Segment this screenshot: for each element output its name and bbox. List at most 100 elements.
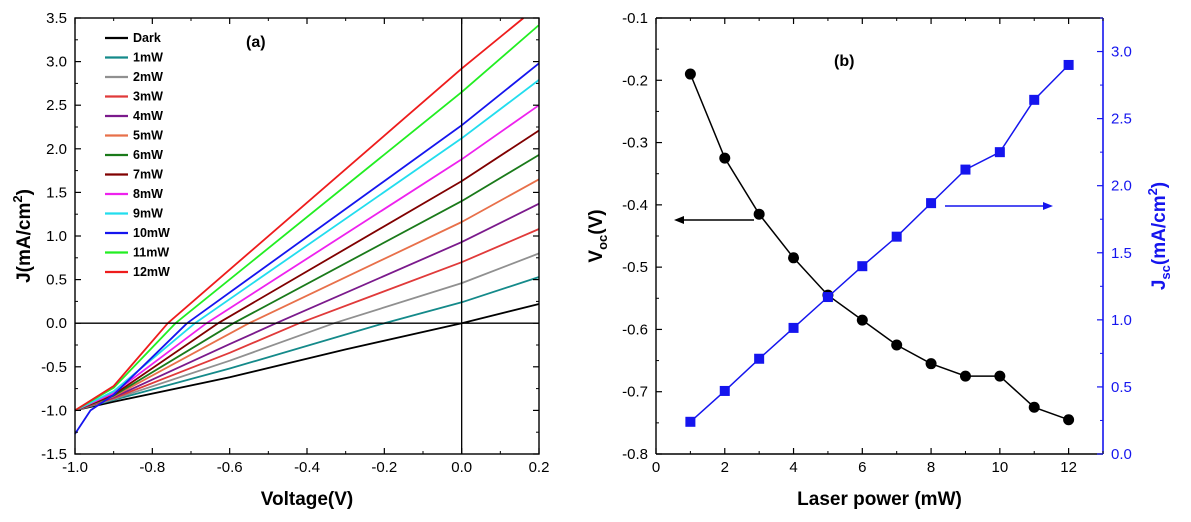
chart-b-lines	[689, 64, 1070, 423]
voc-point	[925, 358, 937, 370]
left-y-tick-label: -0.5	[622, 259, 648, 276]
chart-b-right-label-mid: (mA/cm	[1149, 195, 1170, 265]
right-y-tick-label: 2.5	[1111, 111, 1132, 128]
x-tick-label: 8	[927, 459, 935, 476]
voc-line	[689, 73, 1069, 421]
legend-label: 12mW	[133, 265, 170, 279]
left-y-tick-label: -0.2	[622, 72, 648, 89]
jsc-point	[926, 198, 937, 209]
x-tick-label: -0.6	[217, 459, 243, 476]
chart-b-ticks: 0 2 4 6 8 10 12 -0.8 -0.7 -0.6 -0.5 -0.4 -0.3 -0.2 -0.…	[622, 10, 1132, 476]
x-tick-label: 10	[992, 459, 1009, 476]
voc-point	[753, 208, 765, 220]
left-y-tick-label: -0.8	[622, 446, 648, 463]
x-tick-label: 4	[789, 459, 797, 476]
x-tick-label: 0.2	[529, 459, 550, 476]
jsc-point	[685, 416, 696, 427]
legend-label: Dark	[133, 31, 161, 45]
y-tick-label: 1.0	[46, 228, 67, 245]
y-tick-label: 1.5	[46, 184, 67, 201]
legend-label: 7mW	[133, 168, 163, 182]
chart-b-arrows	[674, 202, 1053, 224]
chart-b-left-y-axis-label: Voc(V)	[586, 209, 610, 262]
x-tick-label: 0	[652, 459, 660, 476]
legend-label: 6mW	[133, 148, 163, 162]
voc-point	[1063, 414, 1075, 426]
chart-b-x-axis-label: Laser power (mW)	[797, 489, 962, 510]
arrow-head-right	[1043, 202, 1053, 210]
voc-point	[788, 252, 800, 264]
y-tick-label: 2.5	[46, 97, 67, 114]
chart-b-right-y-axis-label: Jsc(mA/cm2)	[1145, 182, 1173, 290]
voc-point	[856, 314, 868, 326]
right-y-tick-label: 1.0	[1111, 312, 1132, 329]
x-tick-label: 6	[858, 459, 866, 476]
right-y-tick-label: 2.0	[1111, 178, 1132, 195]
arrow-head-left	[674, 216, 684, 224]
chart-b-left-label-sub: oc	[595, 235, 610, 250]
legend-label: 8mW	[133, 187, 163, 201]
left-y-tick-label: -0.1	[622, 10, 648, 27]
chart-b-left-label-tail: (V)	[586, 209, 607, 234]
series-line-1mw	[74, 276, 540, 412]
chart-b-right-label-sup: 2	[1145, 188, 1160, 195]
y-tick-label: 3.0	[46, 54, 67, 71]
y-tick-label: -0.5	[41, 359, 67, 376]
chart-a-legend: Dark 1mW 2mW 3mW 4mW 5mW 6mW 7mW 8mW 9mW 10mW 11mW 1…	[105, 31, 170, 279]
chart-b-left-label-main: V	[586, 250, 607, 263]
series-line-dark	[74, 303, 540, 412]
voc-point	[719, 152, 731, 164]
jsc-point	[788, 322, 799, 333]
jsc-point	[822, 292, 833, 303]
right-y-tick-label: 0.0	[1111, 446, 1132, 463]
chart-a-y-label-main: J(mA/cm	[14, 203, 35, 283]
chart-a-panel-label: (a)	[246, 34, 266, 51]
left-y-tick-label: -0.7	[622, 384, 648, 401]
x-tick-label: 12	[1060, 459, 1077, 476]
right-y-tick-label: 3.0	[1111, 44, 1132, 61]
jsc-point	[994, 147, 1005, 158]
voc-point	[959, 370, 971, 382]
legend-label: 4mW	[133, 109, 163, 123]
x-tick-label: -0.4	[294, 459, 320, 476]
y-tick-label: -1.5	[41, 446, 67, 463]
chart-b-panel-label: (b)	[834, 53, 854, 70]
jsc-point	[719, 385, 730, 396]
chart-b-markers	[684, 59, 1075, 427]
series-line-10mw	[74, 62, 540, 435]
legend-label: 9mW	[133, 207, 163, 221]
jsc-point	[960, 164, 971, 175]
chart-a-ticks: -1.0 -0.8 -0.6 -0.4 -0.2 0.0 0.2-1.5-1.0-0.50.…	[41, 10, 549, 476]
right-y-tick-label: 1.5	[1111, 245, 1132, 262]
chart-b-right-label-tail: )	[1149, 182, 1170, 188]
jsc-line	[689, 64, 1070, 423]
chart-b: 0 2 4 6 8 10 12 -0.8 -0.7 -0.6 -0.5 -0.4 -0.3 -0.2 -0.…	[586, 10, 1173, 510]
chart-a: -1.0 -0.8 -0.6 -0.4 -0.2 0.0 0.2-1.5-1.0-0.50.…	[10, 10, 549, 510]
voc-point	[891, 339, 903, 351]
jsc-point	[754, 353, 765, 364]
x-tick-label: 2	[721, 459, 729, 476]
x-tick-label: -0.2	[371, 459, 397, 476]
left-y-tick-label: -0.3	[622, 135, 648, 152]
y-tick-label: 3.5	[46, 10, 67, 27]
legend-label: 11mW	[133, 246, 169, 260]
y-tick-label: -1.0	[41, 402, 67, 419]
chart-a-x-axis-label: Voltage(V)	[261, 489, 354, 510]
chart-a-y-label-tail: )	[14, 189, 35, 195]
jsc-point	[891, 231, 902, 242]
chart-b-right-label-main: J	[1149, 280, 1170, 291]
chart-a-y-axis-label: J(mA/cm2)	[10, 189, 35, 283]
legend-label: 3mW	[133, 90, 163, 104]
voc-point	[1028, 401, 1040, 413]
x-tick-label: -1.0	[62, 459, 88, 476]
voc-point	[994, 370, 1006, 382]
chart-a-y-label-sup: 2	[10, 195, 25, 202]
x-tick-label: 0.0	[451, 459, 472, 476]
left-y-tick-label: -0.6	[622, 321, 648, 338]
chart-b-right-label-sub: sc	[1158, 265, 1173, 279]
legend-label: 5mW	[133, 129, 163, 143]
right-y-tick-label: 0.5	[1111, 379, 1132, 396]
voc-point	[684, 68, 696, 80]
jsc-point	[857, 261, 868, 272]
